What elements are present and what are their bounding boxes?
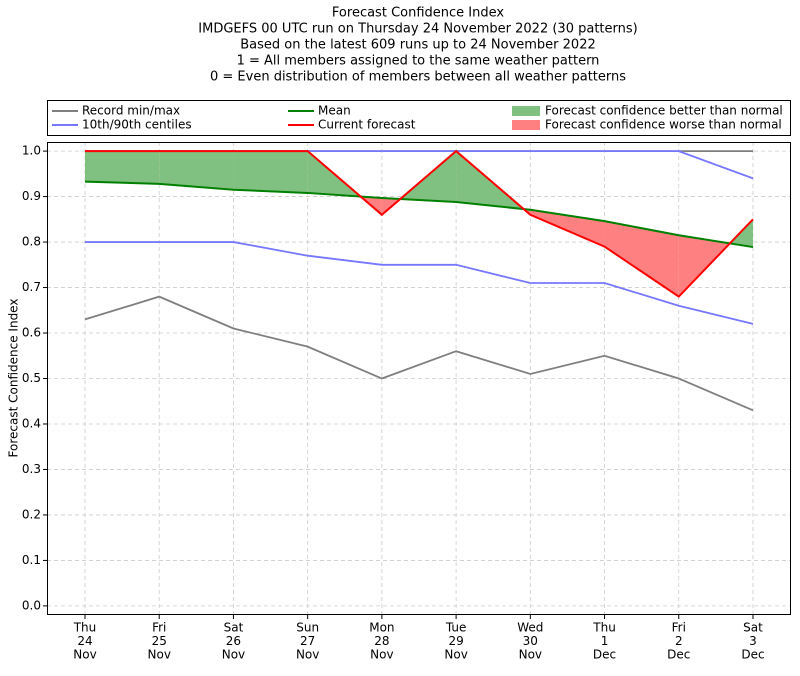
legend-swatch: [512, 106, 540, 116]
y-tick-label: 0.2: [22, 507, 41, 521]
x-tick-label: Sat: [224, 621, 244, 635]
x-tick-label: 3: [749, 634, 757, 648]
centile-10-line: [85, 241, 754, 325]
confidence-fill: [233, 151, 308, 193]
x-tick-label: 27: [300, 634, 315, 648]
y-tick-label: 1.0: [22, 144, 41, 158]
y-tick-label: 0.0: [22, 598, 41, 612]
subtitle: 1 = All members assigned to the same wea…: [237, 54, 600, 69]
y-tick-label: 0.6: [22, 326, 41, 340]
y-tick-label: 0.8: [22, 235, 41, 249]
plot-frame: [47, 142, 791, 615]
confidence-fill: [678, 235, 730, 297]
x-tick-label: Fri: [672, 621, 686, 635]
subtitle: IMDGEFS 00 UTC run on Thursday 24 Novemb…: [198, 22, 637, 37]
x-tick-label: Sun: [296, 621, 319, 635]
x-tick-label: Dec: [741, 648, 764, 662]
legend-swatch: [512, 120, 540, 130]
legend-label: 10th/90th centiles: [82, 118, 192, 132]
chart-title: Forecast Confidence Index: [332, 6, 504, 21]
x-tick-label: Dec: [593, 648, 616, 662]
y-tick-label: 0.3: [22, 462, 41, 476]
x-tick-label: Dec: [667, 648, 690, 662]
legend-label: Mean: [318, 104, 351, 118]
legend-label: Record min/max: [82, 104, 180, 118]
current-forecast-line: [85, 149, 754, 298]
y-tick-label: 0.9: [22, 189, 41, 203]
x-tick-label: Mon: [369, 621, 394, 635]
y-tick-label: 0.1: [22, 553, 41, 567]
x-tick-label: 28: [374, 634, 389, 648]
x-tick-label: 29: [448, 634, 463, 648]
legend-label: Forecast confidence worse than normal: [545, 118, 782, 132]
x-tick-label: Fri: [152, 621, 166, 635]
x-tick-label: 30: [523, 634, 538, 648]
y-axis-label: Forecast Confidence Index: [7, 299, 21, 458]
x-tick-label: Nov: [148, 648, 171, 662]
x-tick-label: 26: [226, 634, 241, 648]
legend-label: Forecast confidence better than normal: [545, 104, 783, 118]
legend-box: [47, 100, 791, 136]
mean-line: [84, 180, 754, 249]
confidence-fill: [159, 151, 234, 190]
x-tick-label: Nov: [296, 648, 319, 662]
confidence-fill: [604, 221, 679, 297]
subtitle: Based on the latest 609 runs up to 24 No…: [240, 38, 596, 53]
x-tick-label: Nov: [370, 648, 393, 662]
legend-label: Current forecast: [318, 118, 416, 132]
subtitle: 0 = Even distribution of members between…: [210, 70, 626, 85]
x-tick-label: Nov: [73, 648, 96, 662]
x-tick-label: Thu: [592, 621, 616, 635]
confidence-fill: [85, 151, 160, 184]
x-tick-label: Tue: [445, 621, 467, 635]
x-tick-label: 2: [675, 634, 683, 648]
record-min-line: [84, 295, 754, 412]
x-tick-label: Nov: [222, 648, 245, 662]
x-tick-label: Thu: [73, 621, 97, 635]
y-tick-label: 0.4: [22, 416, 41, 430]
x-tick-label: Wed: [517, 621, 543, 635]
y-tick-label: 0.7: [22, 280, 41, 294]
x-tick-label: 1: [601, 634, 609, 648]
x-tick-label: Nov: [519, 648, 542, 662]
x-tick-label: 25: [152, 634, 167, 648]
y-tick-label: 0.5: [22, 371, 41, 385]
x-tick-label: Sat: [743, 621, 763, 635]
x-tick-label: Nov: [444, 648, 467, 662]
x-tick-label: 24: [77, 634, 92, 648]
